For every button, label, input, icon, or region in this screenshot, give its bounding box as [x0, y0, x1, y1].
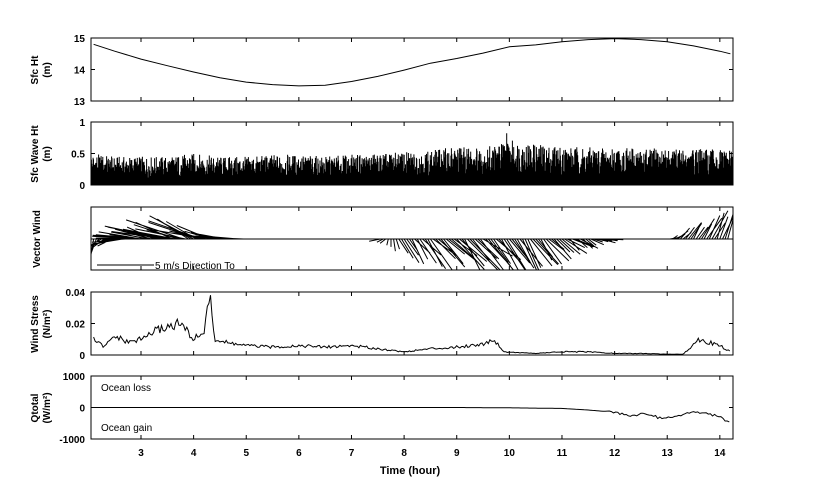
wind-stress-line [93, 295, 731, 355]
y-axis-label-line-1: Wind Stress [30, 295, 41, 353]
wave-ht-spikes [90, 133, 734, 185]
panel-vector-wind: 5 m/s Direction To Vector Wind [32, 206, 734, 272]
x-tick-label: 14 [714, 448, 726, 459]
y-axis-label-line-2: (W/m²) [42, 392, 53, 423]
x-axis-label: Time (hour) [380, 465, 441, 477]
x-tick-label: 8 [401, 448, 407, 459]
x-tick-label: 12 [609, 448, 621, 459]
panel-frame [90, 37, 734, 102]
x-tick-label: 3 [138, 448, 144, 459]
y-axis-label-line-1: Sfc Wave Ht [30, 125, 41, 183]
y-tick-label: -1000 [59, 435, 85, 446]
y-axis-label: Vector Wind [32, 210, 43, 268]
x-tick-label: 4 [191, 448, 197, 459]
y-tick-label: 1 [79, 118, 85, 129]
x-tick-label: 7 [349, 448, 355, 459]
x-tick-label: 10 [504, 448, 516, 459]
annotation-ocean-loss: Ocean loss [101, 383, 151, 394]
sfc-ht-line [93, 38, 731, 87]
y-tick-label: 0.04 [66, 288, 86, 299]
y-axis-label-line-2: (m) [42, 62, 53, 78]
y-tick-label: 1000 [63, 372, 86, 383]
y-tick-label: 14 [74, 66, 86, 77]
y-axis-label-line-2: (N/m²) [42, 310, 53, 339]
x-tick-label: 13 [662, 448, 674, 459]
y-tick-label: 0 [79, 351, 85, 362]
y-tick-label: 13 [74, 97, 86, 108]
panel-frame [90, 291, 734, 356]
y-ticks: 13 14 15 [74, 34, 733, 108]
y-tick-label: 0 [79, 181, 85, 192]
panel-sfc-ht: 13 14 15 Sfc Ht (m) [30, 34, 734, 108]
x-axis-ticks: 3 4 5 6 7 8 9 10 11 12 13 14 [138, 38, 726, 459]
panel-wave-ht: 0 0.5 1 Sfc Wave Ht (m) [30, 118, 734, 192]
y-tick-label: 15 [74, 34, 86, 45]
x-tick-label: 9 [454, 448, 460, 459]
y-tick-label: 0.02 [66, 320, 86, 331]
annotation-ocean-gain: Ocean gain [101, 423, 152, 434]
y-ticks: -1000 0 1000 [59, 372, 733, 446]
x-tick-label: 5 [243, 448, 249, 459]
y-axis-label-line-1: Sfc Ht [30, 55, 41, 85]
y-tick-label: 0.5 [71, 150, 85, 161]
x-tick-label: 6 [296, 448, 302, 459]
y-tick-label: 0 [79, 404, 85, 415]
wind-scale-legend: 5 m/s Direction To [155, 261, 235, 272]
y-ticks: 0 0.02 0.04 [66, 288, 733, 362]
y-axis-label-line-1: Qtotal [30, 393, 41, 422]
x-tick-label: 11 [557, 448, 568, 459]
y-axis-label-line-2: (m) [42, 146, 53, 162]
wind-sticks [90, 210, 734, 271]
q-total-line [93, 407, 730, 423]
panel-wind-stress: 0 0.02 0.04 Wind Stress (N/m²) [30, 288, 734, 362]
